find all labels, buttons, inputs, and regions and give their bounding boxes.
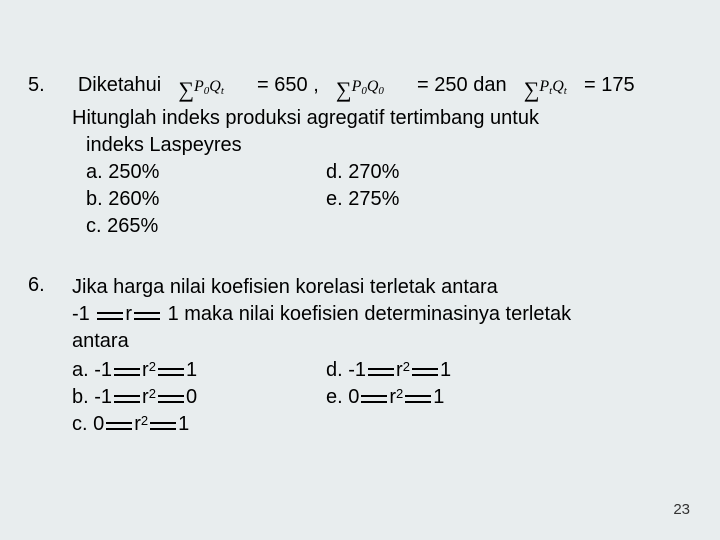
q6-line2: -1 r 1 maka nilai koefisien determinasin…: [72, 301, 692, 328]
q6-c-post: 1: [178, 413, 189, 435]
q5-line1: 5. Diketahui ∑P0Qt = 650 , ∑P0Q0 = 250 d…: [28, 72, 692, 105]
q6-number: 6.: [28, 274, 72, 438]
q5-number: 5.: [28, 74, 45, 96]
sigma-icon: ∑: [524, 75, 540, 105]
q5-line2: Hitunglah indeks produksi agregatif tert…: [28, 105, 692, 132]
q5-line3: indeks Laspeyres: [28, 132, 692, 159]
q6-l2-post: 1 maka nilai koefisien determinasinya te…: [168, 303, 572, 325]
double-arrow-icon: [104, 419, 134, 431]
q5-opt-e: e. 275%: [326, 186, 399, 213]
q6-d-mid: r: [396, 359, 403, 381]
q6-line3: antara: [72, 328, 692, 355]
q6-a-mid: r: [142, 359, 149, 381]
q6-c-mid: r: [134, 413, 141, 435]
q6-c-pre: c. 0: [72, 413, 104, 435]
double-arrow-icon: [148, 419, 178, 431]
q6-d-sup: 2: [403, 359, 410, 374]
q6-line1: Jika harga nilai koefisien korelasi terl…: [72, 274, 692, 301]
q5-opt-d: d. 270%: [326, 159, 399, 186]
q6-b-mid: r: [142, 386, 149, 408]
q6-opt-d: d. -1 r2 1: [326, 357, 451, 384]
q6-opt-e: e. 0r21: [326, 384, 444, 411]
double-arrow-icon: [112, 365, 142, 377]
q6-a-post: 1: [186, 359, 197, 381]
q6-a-sup: 2: [149, 359, 156, 374]
q6-opt-b: b. -1 r2 0: [72, 384, 326, 411]
q6-opt-c: c. 0 r2 1: [72, 411, 326, 438]
q6-opt-a: a. -1 r2 1: [72, 357, 326, 384]
q5-eq2: = 250 dan: [417, 74, 507, 96]
double-arrow-icon: [410, 365, 440, 377]
q5-sum3: PtQt: [539, 78, 566, 95]
page-number: 23: [673, 501, 690, 518]
q5-opt-c: c. 265%: [86, 213, 326, 240]
q6-l2-pre: -1: [72, 303, 90, 325]
double-arrow-icon: [95, 309, 125, 321]
q6-b-sup: 2: [149, 386, 156, 401]
q5-diketahui: Diketahui: [78, 74, 161, 96]
q6-d-post: 1: [440, 359, 451, 381]
double-arrow-icon: [403, 392, 433, 404]
double-arrow-icon: [132, 309, 162, 321]
q6-d-pre: d. -1: [326, 359, 366, 381]
sigma-icon: ∑: [178, 75, 194, 105]
q6-l2-mid: r: [125, 303, 132, 325]
q5-opt-b: b. 260%: [86, 186, 326, 213]
double-arrow-icon: [112, 392, 142, 404]
double-arrow-icon: [156, 392, 186, 404]
double-arrow-icon: [156, 365, 186, 377]
q5-options: a. 250% b. 260% c. 265% d. 270% e. 275%: [28, 159, 692, 240]
q6-a-pre: a. -1: [72, 359, 112, 381]
q6-e-sup: 2: [396, 386, 403, 401]
q6-c-sup: 2: [141, 413, 148, 428]
q5-eq1: = 650 ,: [257, 74, 319, 96]
q5-opt-a: a. 250%: [86, 159, 326, 186]
q5-eq3: = 175: [584, 74, 635, 96]
q5-sum1: P0Qt: [194, 78, 224, 95]
q6-b-pre: b. -1: [72, 386, 112, 408]
double-arrow-icon: [359, 392, 389, 404]
sigma-icon: ∑: [336, 75, 352, 105]
q6-e-pre: e. 0: [326, 386, 359, 408]
double-arrow-icon: [366, 365, 396, 377]
q6-options: a. -1r21 d. -1r21 b. -1r20 e. 0r21: [72, 357, 692, 438]
q6: 6. Jika harga nilai koefisien korelasi t…: [28, 274, 692, 438]
q6-b-post: 0: [186, 386, 197, 408]
q5-sum2: P0Q0: [352, 78, 384, 95]
q6-e-post: 1: [433, 386, 444, 408]
